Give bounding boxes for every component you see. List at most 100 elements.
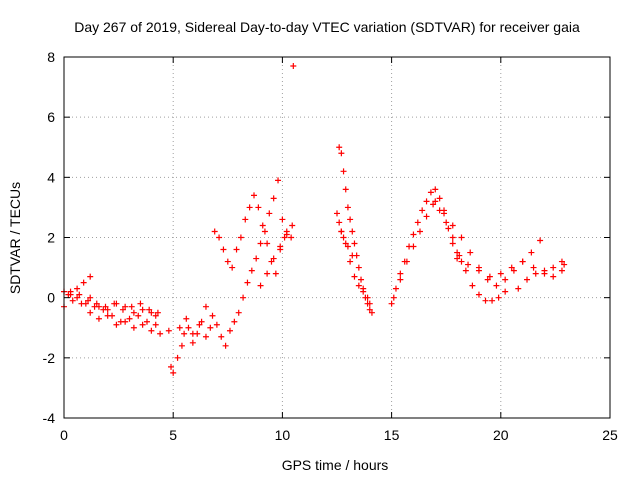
data-point	[152, 312, 159, 319]
data-point	[495, 294, 502, 301]
data-point	[344, 204, 351, 211]
data-point	[222, 342, 229, 349]
data-point	[467, 249, 474, 256]
data-point	[558, 267, 565, 274]
data-point	[541, 267, 548, 274]
data-point	[403, 258, 410, 265]
axis-ticks	[63, 56, 611, 419]
data-point	[456, 252, 463, 259]
data-point	[87, 309, 94, 316]
data-point	[338, 228, 345, 235]
data-point	[264, 240, 271, 247]
data-point	[189, 339, 196, 346]
data-point	[119, 306, 126, 313]
data-point	[288, 234, 295, 241]
data-point	[135, 312, 142, 319]
data-point	[170, 369, 177, 376]
data-point	[283, 231, 290, 238]
x-tick-label: 10	[275, 427, 291, 443]
data-point	[482, 297, 489, 304]
data-point	[475, 291, 482, 298]
data-point	[176, 324, 183, 331]
grid-layer	[64, 57, 610, 418]
y-tick-label: 8	[47, 49, 55, 65]
data-point	[515, 285, 522, 292]
data-point	[351, 240, 358, 247]
data-point	[351, 273, 358, 280]
data-point	[502, 288, 509, 295]
data-point	[530, 264, 537, 271]
data-point	[397, 270, 404, 277]
data-point	[264, 270, 271, 277]
data-point	[550, 264, 557, 271]
data-point	[69, 297, 76, 304]
data-point	[65, 291, 72, 298]
data-point	[524, 276, 531, 283]
data-point	[360, 288, 367, 295]
data-point	[111, 300, 118, 307]
data-point	[270, 195, 277, 202]
data-point	[454, 249, 461, 256]
data-point	[390, 294, 397, 301]
data-point	[168, 363, 175, 370]
data-point	[355, 264, 362, 271]
data-points	[61, 63, 568, 376]
data-point	[268, 258, 275, 265]
y-tick-label: -2	[43, 350, 56, 366]
data-point	[449, 222, 456, 229]
data-point	[183, 315, 190, 322]
data-point	[122, 303, 129, 310]
data-point	[484, 276, 491, 283]
data-point	[277, 243, 284, 250]
x-tick-label: 0	[60, 427, 68, 443]
data-point	[257, 282, 264, 289]
data-point	[279, 216, 286, 223]
data-point	[196, 321, 203, 328]
x-tick-label: 25	[602, 427, 618, 443]
data-point	[454, 255, 461, 262]
data-point	[235, 309, 242, 316]
data-point	[475, 267, 482, 274]
x-axis-label: GPS time / hours	[282, 457, 389, 473]
data-point	[436, 195, 443, 202]
data-point	[364, 294, 371, 301]
data-point	[246, 204, 253, 211]
data-point	[207, 324, 214, 331]
data-point	[198, 318, 205, 325]
data-point	[497, 270, 504, 277]
data-point	[272, 270, 279, 277]
data-point	[80, 279, 87, 286]
data-point	[165, 327, 172, 334]
data-point	[148, 309, 155, 316]
y-axis-label: SDTVAR / TECUs	[7, 182, 23, 294]
data-point	[458, 258, 465, 265]
data-point	[237, 234, 244, 241]
data-point	[113, 321, 120, 328]
y-tick-label: 0	[47, 290, 55, 306]
data-point	[342, 186, 349, 193]
data-point	[465, 261, 472, 268]
data-point	[366, 306, 373, 313]
data-point	[349, 228, 356, 235]
x-tick-label: 5	[169, 427, 177, 443]
data-point	[508, 264, 515, 271]
x-tick-labels: 0 5 10 15 20 25	[60, 427, 618, 443]
data-point	[137, 300, 144, 307]
data-point	[449, 240, 456, 247]
data-point	[537, 237, 544, 244]
data-point	[443, 219, 450, 226]
data-point	[126, 315, 133, 322]
data-point	[550, 273, 557, 280]
data-point	[87, 273, 94, 280]
data-point	[388, 300, 395, 307]
data-point	[146, 306, 153, 313]
data-point	[76, 291, 83, 298]
data-point	[242, 216, 249, 223]
data-point	[410, 231, 417, 238]
data-point	[93, 300, 100, 307]
data-point	[528, 249, 535, 256]
data-point	[469, 282, 476, 289]
data-point	[458, 234, 465, 241]
data-point	[366, 300, 373, 307]
data-point	[392, 285, 399, 292]
